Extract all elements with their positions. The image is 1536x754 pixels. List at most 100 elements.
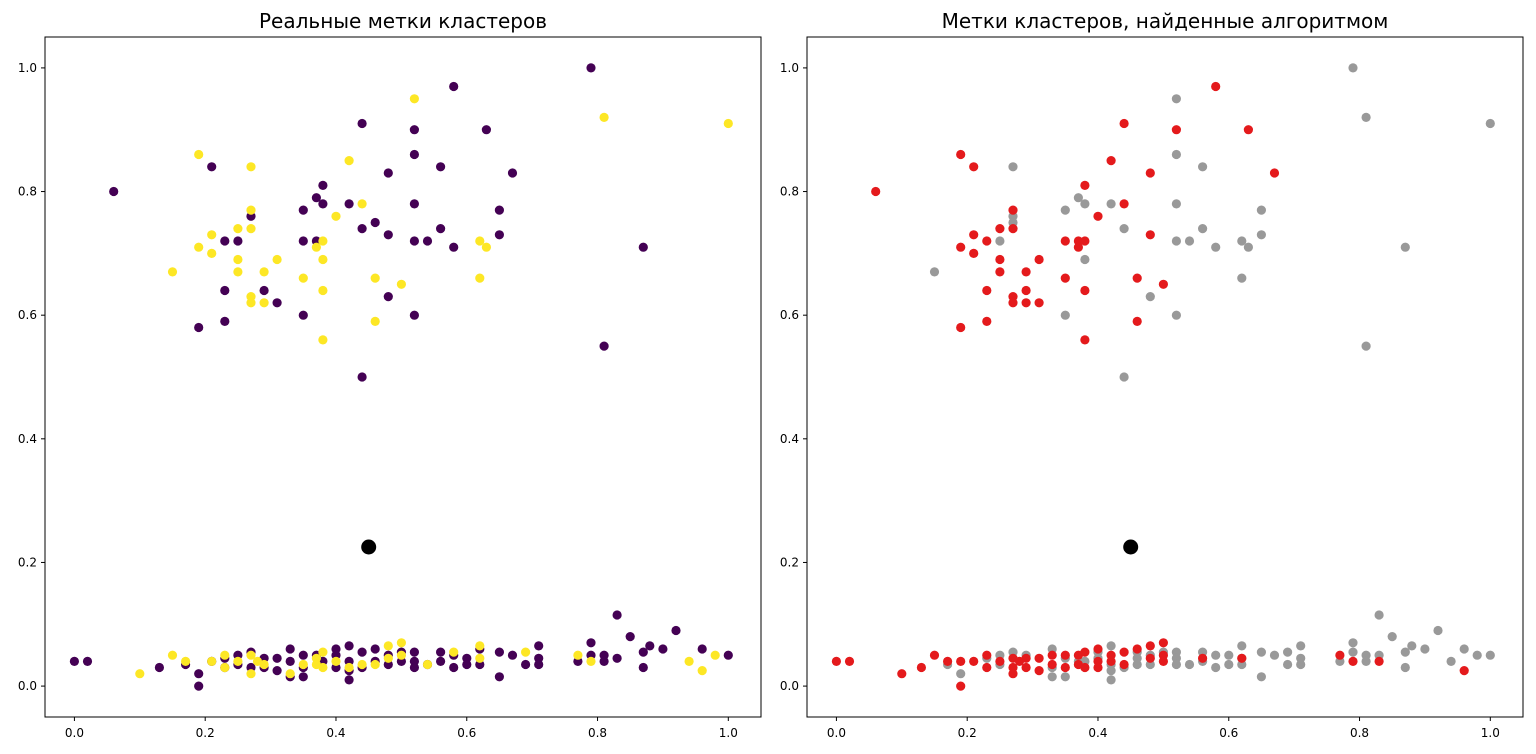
data-point (697, 666, 707, 676)
data-point (534, 659, 544, 670)
data-point (494, 230, 504, 240)
data-point (194, 681, 204, 691)
data-point (521, 647, 531, 657)
data-point (1119, 118, 1129, 129)
data-point (318, 662, 328, 673)
data-point (638, 242, 648, 252)
data-point (658, 644, 668, 654)
data-point (167, 650, 178, 660)
data-point (409, 310, 419, 320)
data-point (1008, 224, 1018, 234)
data-point (645, 641, 655, 651)
data-point (1158, 279, 1168, 289)
x-tick-label: 0.0 (65, 726, 84, 740)
data-point (1420, 644, 1430, 654)
data-point (344, 641, 354, 651)
data-point (1433, 625, 1443, 636)
data-point (1145, 641, 1155, 651)
data-point (1119, 199, 1129, 209)
data-point (1021, 653, 1031, 663)
data-point (1256, 230, 1266, 240)
data-point (298, 659, 308, 670)
data-point (475, 273, 485, 283)
x-tick-label: 0.2 (196, 726, 215, 740)
point-series-0 (929, 63, 1495, 685)
data-point (1171, 149, 1181, 160)
left-scatter-plot: Реальные метки кластеров 0.0 0.2 0.4 0.6 0.8… (18, 9, 762, 740)
data-point (1283, 659, 1293, 670)
data-point (344, 199, 354, 209)
data-point (956, 322, 966, 333)
data-point (220, 650, 230, 660)
data-point (507, 168, 518, 178)
data-point (331, 656, 341, 667)
data-point (1093, 211, 1103, 221)
data-point (1080, 180, 1090, 190)
data-point (272, 254, 282, 265)
data-point (1283, 647, 1293, 657)
data-point (344, 156, 354, 166)
data-point (956, 669, 966, 679)
data-point (697, 644, 707, 654)
data-point (1080, 335, 1090, 345)
data-point (233, 267, 243, 277)
data-point (982, 650, 992, 660)
data-point (1387, 632, 1397, 642)
data-point (1034, 254, 1044, 265)
centroid-point (1123, 539, 1139, 555)
data-point (1400, 647, 1410, 657)
data-point (1145, 292, 1155, 302)
data-point (1243, 125, 1253, 135)
data-point (1080, 199, 1090, 209)
data-point (272, 666, 282, 676)
data-point (1296, 641, 1306, 651)
data-point (586, 638, 596, 648)
data-point (1080, 662, 1090, 673)
data-point (1021, 298, 1031, 308)
data-point (1106, 156, 1116, 166)
data-point (1237, 236, 1247, 246)
data-point (969, 230, 979, 240)
data-point (220, 662, 230, 673)
data-point (1256, 205, 1266, 215)
data-point (534, 641, 544, 651)
data-point (318, 335, 328, 345)
data-point (409, 662, 419, 673)
data-point (982, 662, 992, 673)
data-point (233, 224, 243, 234)
data-point (1080, 647, 1090, 657)
data-point (1158, 638, 1168, 648)
x-tick-label: 0.6 (1219, 726, 1238, 740)
data-point (194, 149, 204, 160)
data-point (1073, 242, 1083, 252)
data-point (207, 656, 217, 667)
data-point (109, 186, 119, 197)
data-point (1237, 641, 1247, 651)
chart-title-algorithm-labels: Метки кластеров, найденные алгоритмом (942, 9, 1389, 33)
data-point (233, 236, 243, 246)
data-point (1106, 666, 1116, 676)
data-point (956, 681, 966, 691)
data-point (298, 273, 308, 283)
data-point (1171, 659, 1181, 670)
data-point (207, 230, 217, 240)
data-point (943, 656, 953, 667)
data-point (599, 656, 609, 667)
data-point (1211, 242, 1221, 252)
data-point (1047, 659, 1057, 670)
data-point (1008, 162, 1018, 172)
data-point (1145, 230, 1155, 240)
data-point (1060, 650, 1070, 660)
data-point (449, 647, 459, 657)
data-point (1485, 650, 1495, 660)
data-point (1080, 236, 1090, 246)
data-point (298, 205, 308, 215)
data-point (233, 656, 243, 667)
x-tick-label: 0.6 (457, 726, 476, 740)
data-point (1198, 224, 1208, 234)
y-tick-label: 0.2 (780, 555, 799, 569)
data-point (181, 656, 191, 667)
y-tick-label: 0.0 (18, 679, 37, 693)
data-point (194, 669, 204, 679)
data-point (1060, 205, 1070, 215)
